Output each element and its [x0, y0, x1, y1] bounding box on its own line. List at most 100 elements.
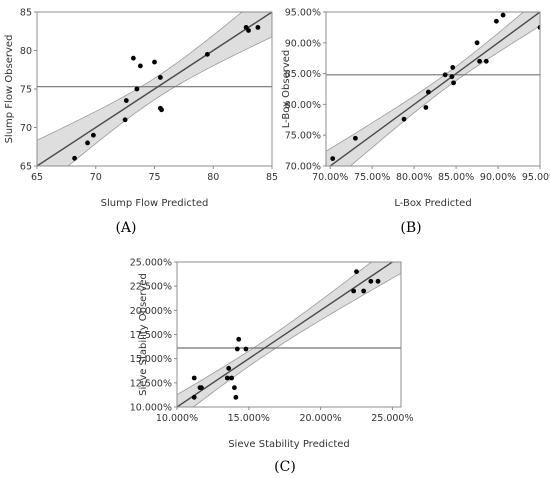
data-point	[72, 155, 77, 161]
y-tick-label: 20.000%	[130, 306, 172, 317]
data-point	[91, 132, 96, 138]
y-tick-label: 95.00%	[285, 8, 321, 19]
x-tick-label: 85	[266, 172, 278, 183]
fit-line	[177, 262, 394, 407]
y-tick-label: 15.000%	[130, 354, 172, 365]
confidence-band	[37, 12, 272, 166]
x-tick-label: 65	[31, 172, 43, 183]
x-tick-label: 15.000%	[228, 413, 270, 424]
y-tick-label: 85.00%	[285, 69, 321, 80]
y-tick-label: 70.00%	[285, 162, 321, 173]
data-point	[361, 288, 367, 294]
data-point	[451, 80, 456, 86]
data-point	[483, 58, 489, 64]
chart-panel-0: 65 70 75 80 85 65 70 75 80 85 Slump Flow Predicted…	[4, 8, 278, 237]
data-point	[330, 156, 336, 162]
x-tick-label: 95.00%	[522, 172, 550, 183]
y-tick-label: 25.000%	[130, 258, 172, 269]
y-tick-label: 85	[20, 8, 32, 19]
data-point	[477, 58, 482, 64]
data-point	[191, 375, 197, 381]
x-axis-label: L-Box Predicted	[394, 198, 471, 209]
data-point	[226, 365, 232, 371]
y-tick-label: 90.00%	[285, 38, 321, 49]
x-tick-label: 75	[148, 172, 160, 183]
plot-frame	[325, 11, 541, 167]
data-point	[246, 28, 251, 33]
y-tick-label: 75	[20, 85, 32, 96]
data-point	[423, 105, 429, 110]
data-point	[191, 394, 197, 400]
data-point	[224, 375, 230, 381]
data-point	[138, 63, 143, 69]
data-point	[232, 385, 237, 391]
panel-label: (B)	[400, 220, 421, 236]
plot-area	[37, 12, 272, 166]
chart-panel-1: 70.00% 75.00% 80.00% 85.00% 90.00% 95.00% 70.0…	[281, 8, 550, 237]
confidence-band	[326, 12, 540, 166]
plot-area	[177, 262, 401, 407]
data-point	[425, 89, 431, 95]
x-tick-label: 80.00%	[396, 172, 432, 183]
data-point	[352, 135, 358, 141]
data-point	[243, 346, 249, 352]
plot-area	[326, 12, 540, 166]
chart-panel-2: 10.000% 15.000% 20.000% 25.000% 10.000% 12.50…	[130, 258, 414, 476]
data-point	[229, 375, 234, 381]
data-point	[234, 346, 240, 352]
x-tick-label: 90.00%	[480, 172, 516, 183]
x-tick-label: 75.00%	[354, 172, 390, 183]
y-axis-label: L-Box Observed	[281, 50, 292, 129]
data-point	[255, 25, 261, 30]
data-point	[130, 55, 136, 61]
data-point	[85, 140, 90, 146]
data-point	[368, 278, 374, 284]
data-point	[354, 269, 359, 275]
data-point	[450, 65, 456, 70]
fit-line	[329, 12, 540, 166]
data-point	[123, 98, 129, 103]
y-axis-label: Slump Flow Observed	[4, 35, 15, 144]
x-tick-label: 80	[207, 172, 219, 183]
data-point	[493, 18, 499, 24]
data-point	[199, 385, 204, 391]
panel-label: (A)	[115, 220, 136, 236]
y-tick-label: 65	[20, 162, 32, 173]
data-point	[449, 74, 455, 80]
y-tick-label: 80	[20, 46, 32, 57]
x-tick-label: 10.000%	[156, 413, 198, 424]
data-point	[122, 117, 128, 123]
data-point	[442, 72, 448, 78]
confidence-band	[177, 262, 401, 407]
panel-label: (C)	[274, 459, 296, 475]
x-tick-label: 85.00%	[438, 172, 474, 183]
data-point	[401, 116, 407, 122]
data-point	[236, 336, 242, 342]
data-point	[537, 25, 540, 30]
y-axis-label: Sieve Stability Observed	[138, 273, 149, 396]
x-tick-label: 25.000%	[371, 413, 413, 424]
y-tick-label: 17.500%	[130, 330, 172, 341]
data-point	[351, 288, 357, 294]
data-point	[474, 40, 480, 46]
x-axis-label: Slump Flow Predicted	[101, 198, 209, 209]
data-point	[157, 75, 163, 80]
x-tick-label: 70.00%	[312, 172, 348, 183]
y-tick-label: 80.00%	[285, 100, 321, 111]
data-point	[375, 278, 381, 284]
data-point	[500, 12, 506, 18]
x-tick-label: 20.000%	[299, 413, 341, 424]
data-point	[233, 394, 239, 400]
y-tick-label: 12.500%	[130, 378, 172, 389]
y-tick-label: 75.00%	[285, 131, 321, 142]
y-tick-label: 10.000%	[130, 403, 172, 414]
data-point	[152, 59, 157, 65]
x-tick-label: 70	[90, 172, 102, 183]
x-axis-label: Sieve Stability Predicted	[228, 439, 350, 450]
fit-line	[37, 12, 272, 166]
data-point	[134, 86, 140, 92]
y-tick-label: 22.500%	[130, 282, 172, 293]
y-tick-label: 70	[20, 123, 32, 134]
data-point	[204, 51, 210, 57]
